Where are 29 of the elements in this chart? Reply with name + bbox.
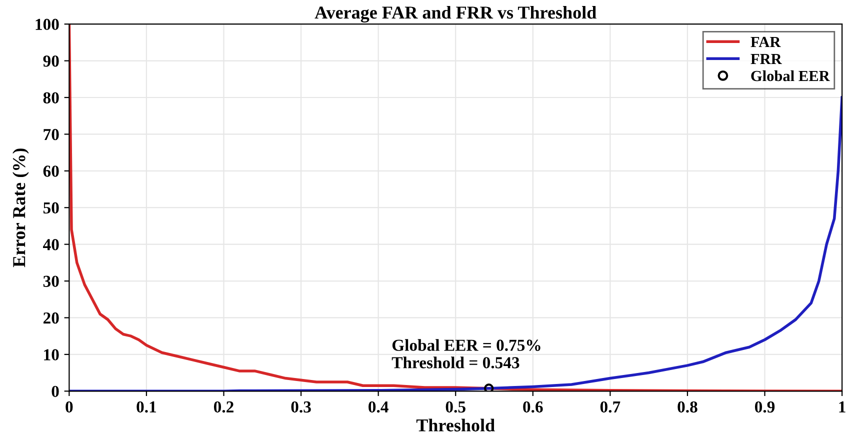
x-tick-label: 0.2	[214, 401, 234, 413]
chart-title: Average FAR and FRR vs Threshold	[314, 6, 596, 23]
x-tick-label: 1	[839, 401, 846, 412]
x-tick-label: 0.7	[600, 401, 620, 413]
x-tick-label: 0.6	[523, 401, 543, 413]
y-tick-label: 0	[52, 386, 59, 398]
y-tick-label: 10	[44, 349, 59, 360]
y-tick-label: 30	[43, 276, 59, 287]
x-axis-title: Threshold	[416, 418, 495, 432]
legend-label: FAR	[750, 36, 781, 47]
y-tick-label: 70	[44, 128, 59, 140]
annotation: Global EER = 0.75% Threshold = 0.543	[392, 339, 540, 368]
y-tick-label: 50	[43, 202, 59, 214]
y-axis-title: Error Rate (%)	[12, 148, 29, 268]
x-tick-label: 0.3	[291, 401, 311, 413]
y-tick-label: 80	[43, 92, 59, 104]
x-tick-label: 0.5	[446, 401, 466, 413]
y-tick-label: 40	[43, 239, 59, 250]
x-tick-label: 0	[66, 401, 73, 413]
x-tick-label: 0.1	[136, 401, 156, 413]
legend-label: Global EER	[751, 70, 830, 82]
legend-label: FRR	[750, 54, 782, 64]
y-tick-label: 60	[43, 166, 59, 177]
y-tick-label: 20	[43, 312, 59, 324]
x-tick-label: 0.8	[678, 401, 698, 413]
y-tick-label: 90	[43, 55, 59, 67]
x-tick-label: 0.9	[754, 401, 775, 413]
x-tick-label: 0.4	[368, 401, 388, 413]
y-tick-label: 100	[36, 18, 59, 30]
